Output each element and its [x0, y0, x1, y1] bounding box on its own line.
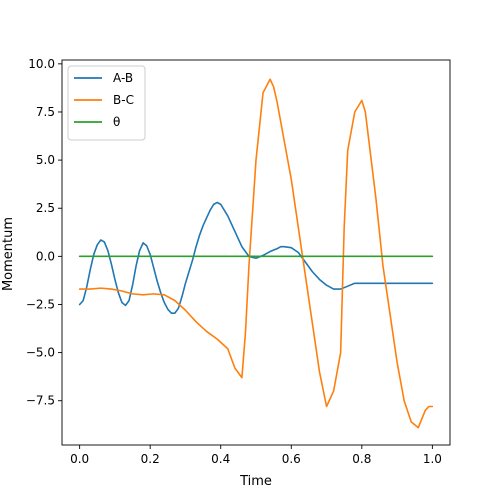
- series-layer: [78, 78, 434, 429]
- x-tick-label: 1.0: [423, 452, 442, 466]
- y-tick-label: −7.5: [26, 394, 55, 408]
- y-axis-label: Momentum: [1, 217, 16, 291]
- y-tick-label: 7.5: [36, 105, 55, 119]
- y-tick-label: −2.5: [26, 297, 55, 311]
- x-tick-label: 0.0: [70, 452, 89, 466]
- legend-label-1: B-C: [113, 93, 134, 107]
- axes-layer: 0.0 0.2 0.4 0.6 0.8 1.0 −7.5 −5.0 −2.5 0.0 2.5 5.0 7…: [26, 57, 451, 466]
- x-axis-label: Time: [239, 474, 272, 489]
- x-tick-label: 0.2: [141, 452, 160, 466]
- series-line-0: [78, 201, 434, 314]
- x-tick-label: 0.8: [352, 452, 371, 466]
- y-tick-label: −5.0: [26, 346, 55, 360]
- y-tick-label: 0.0: [36, 249, 55, 263]
- y-tick-label: 10.0: [28, 57, 55, 71]
- axes-frame: [61, 59, 451, 446]
- x-tick-label: 0.4: [211, 452, 230, 466]
- legend-label-2: θ: [113, 115, 120, 129]
- y-tick-label: 5.0: [36, 153, 55, 167]
- x-tick-label: 0.6: [282, 452, 301, 466]
- legend-label-0: A-B: [113, 71, 133, 85]
- series-line-1: [78, 78, 434, 429]
- y-tick-label: 2.5: [36, 201, 55, 215]
- legend: A-B B-C θ: [67, 65, 146, 141]
